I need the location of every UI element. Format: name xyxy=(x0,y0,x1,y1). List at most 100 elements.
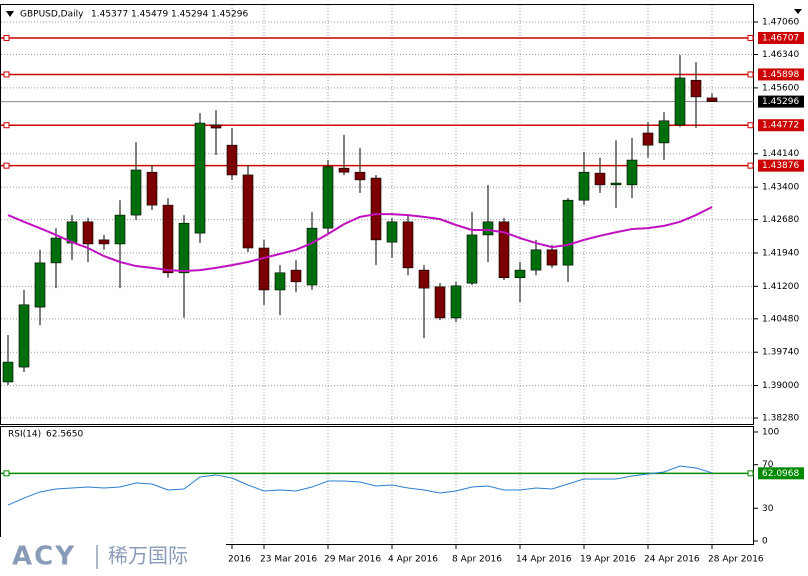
watermark-box xyxy=(0,537,226,576)
y-tick-label: 1.47060 xyxy=(762,18,799,28)
candle-body xyxy=(434,286,446,319)
candle-body xyxy=(50,237,62,264)
level-handle xyxy=(747,470,754,477)
x-tick-label: 28 Apr 2016 xyxy=(708,555,764,565)
candle-body xyxy=(322,166,334,229)
candle-body xyxy=(34,262,46,308)
level-handle xyxy=(3,34,10,41)
watermark-name: 稀万国际 xyxy=(108,544,188,568)
x-tick-label: 19 Apr 2016 xyxy=(580,555,636,565)
watermark-brand: ACY xyxy=(12,542,76,572)
level-label: 1.46707 xyxy=(762,33,799,43)
x-tick-label: 29 Mar 2016 xyxy=(324,555,381,565)
candle-body xyxy=(514,269,526,279)
x-tick-label: 14 Apr 2016 xyxy=(516,555,572,565)
level-label: 1.45898 xyxy=(762,70,799,80)
candle-body xyxy=(82,221,94,245)
y-tick-label: 1.44140 xyxy=(762,149,799,159)
candle-body xyxy=(642,132,654,146)
candle-body xyxy=(674,77,686,126)
candle-body xyxy=(546,249,558,266)
x-tick-label: 2016 xyxy=(228,555,251,565)
candle-body xyxy=(466,234,478,284)
rsi-value: 62.5650 xyxy=(46,430,83,440)
candle-body xyxy=(18,304,30,368)
candle-body xyxy=(418,269,430,289)
candle-body xyxy=(242,174,254,249)
level-handle xyxy=(3,162,10,169)
level-handle xyxy=(747,122,754,129)
x-tick-label: 4 Apr 2016 xyxy=(388,555,438,565)
header-low: 1.45294 xyxy=(171,10,208,20)
y-tick-label: 1.38280 xyxy=(762,414,799,424)
level-handle xyxy=(747,71,754,78)
level-handle xyxy=(3,122,10,129)
y-tick-label: 1.41200 xyxy=(762,282,799,292)
candle-body xyxy=(626,159,638,186)
y-tick-label: 100 xyxy=(762,428,779,438)
y-tick-label: 1.40480 xyxy=(762,314,799,324)
rsi-level-box xyxy=(758,467,804,480)
candle-body xyxy=(2,361,14,383)
candle-body xyxy=(274,272,286,291)
current-price-box xyxy=(758,95,804,108)
candle-body xyxy=(306,227,318,286)
y-tick-label: 70 xyxy=(762,460,774,470)
level-label: 1.43876 xyxy=(762,161,799,171)
candle-body xyxy=(706,97,718,102)
price-frame xyxy=(0,4,754,425)
x-tick-label: 24 Apr 2016 xyxy=(644,555,700,565)
level-label-box xyxy=(758,68,804,81)
chart-menu-icon[interactable] xyxy=(6,11,14,17)
header-open: 1.45377 xyxy=(91,10,128,20)
y-tick-label: 1.42680 xyxy=(762,215,799,225)
candle-body xyxy=(498,221,510,279)
y-tick-label: 1.43400 xyxy=(762,183,799,193)
candle-body xyxy=(562,199,574,266)
scroll-icon[interactable] xyxy=(794,9,802,14)
y-tick-label: 1.45600 xyxy=(762,83,799,93)
level-handle xyxy=(747,162,754,169)
candle-body xyxy=(114,214,126,245)
rsi-line xyxy=(7,465,713,506)
candle-body xyxy=(290,269,302,283)
y-tick-label: 0 xyxy=(762,537,768,547)
candle-body xyxy=(338,167,350,173)
candle-body xyxy=(402,221,414,269)
level-label-box xyxy=(758,31,804,44)
level-label-box xyxy=(758,159,804,172)
candle-body xyxy=(130,169,142,216)
candle-body xyxy=(178,222,190,274)
candle-body xyxy=(258,247,270,291)
candle-body xyxy=(594,172,606,186)
chart-title: GBPUSD,Daily xyxy=(20,10,84,20)
candle-body xyxy=(658,120,670,144)
candle-body xyxy=(578,171,590,201)
y-tick-label: 1.41940 xyxy=(762,248,799,258)
current-price-label: 1.45296 xyxy=(762,97,799,107)
candle-body xyxy=(146,171,158,206)
x-tick-label: 23 Mar 2016 xyxy=(260,555,317,565)
level-label: 1.44772 xyxy=(762,121,799,131)
header-high: 1.45479 xyxy=(131,10,168,20)
candle-body xyxy=(386,221,398,243)
header-close: 1.45296 xyxy=(211,10,248,20)
x-tick-label: 8 Apr 2016 xyxy=(452,555,502,565)
candle-body xyxy=(370,177,382,241)
y-tick-label: 1.39740 xyxy=(762,348,799,358)
candle-body xyxy=(226,144,238,176)
y-tick-label: 1.39000 xyxy=(762,381,799,391)
rsi-title: RSI(14) xyxy=(8,430,41,440)
candle-body xyxy=(530,249,542,271)
candle-body xyxy=(450,285,462,319)
candle-body xyxy=(610,182,622,186)
level-handle xyxy=(747,34,754,41)
level-handle xyxy=(3,470,10,477)
y-tick-label: 1.46340 xyxy=(762,50,799,60)
rsi-frame xyxy=(0,426,754,545)
candle-body xyxy=(194,122,206,234)
rsi-level-label: 62.0968 xyxy=(762,469,799,479)
